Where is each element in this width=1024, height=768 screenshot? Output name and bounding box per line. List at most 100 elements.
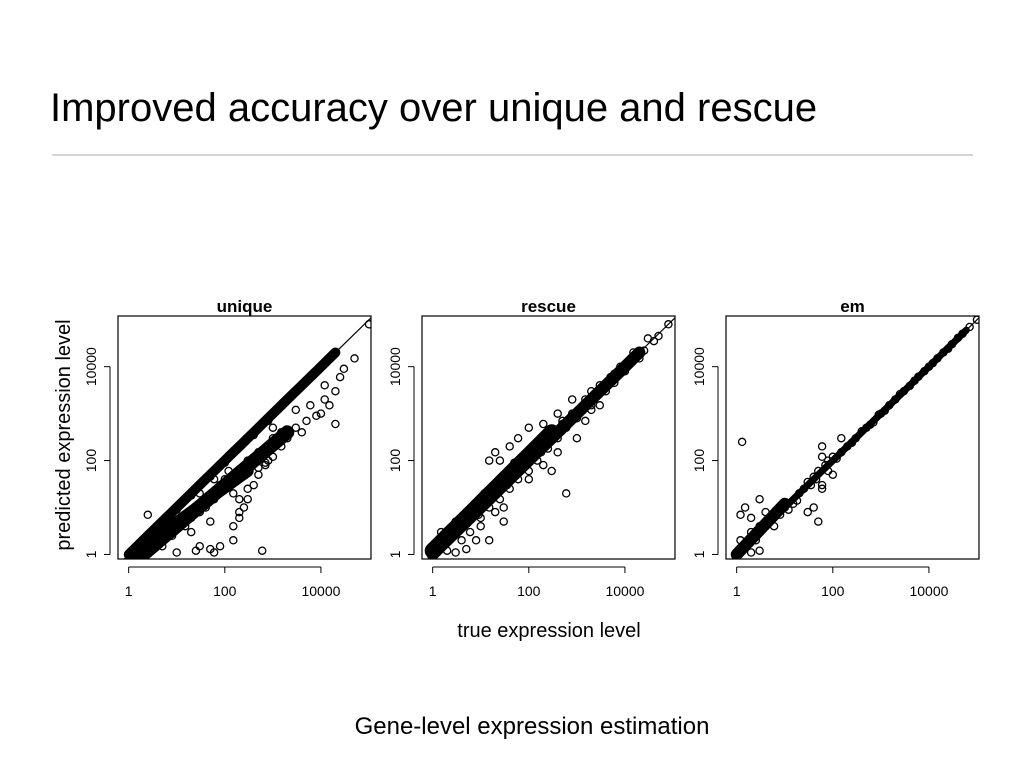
x-axis: 1 100 10000 bbox=[125, 566, 341, 599]
y-axis: 1 100 10000 bbox=[387, 347, 415, 558]
data-point bbox=[235, 494, 244, 504]
data-point bbox=[817, 442, 827, 451]
slide-caption: Gene-level expression estimation bbox=[354, 713, 710, 740]
data-point bbox=[746, 548, 756, 557]
plot-frame bbox=[421, 315, 676, 560]
data-point bbox=[499, 503, 508, 512]
data-point bbox=[495, 456, 505, 465]
data-point bbox=[828, 470, 838, 479]
x-axis: 1 100 10000 bbox=[429, 566, 645, 599]
y-axis-title: predicted expression level bbox=[53, 319, 75, 550]
data-point bbox=[316, 409, 326, 418]
data-point bbox=[746, 513, 756, 523]
data-point bbox=[331, 386, 340, 396]
data-point bbox=[229, 521, 238, 531]
data-point bbox=[462, 544, 471, 554]
data-point bbox=[186, 527, 196, 537]
data-points bbox=[123, 320, 371, 559]
data-point bbox=[261, 460, 270, 470]
panel-title: em bbox=[840, 297, 865, 316]
data-point bbox=[239, 503, 249, 512]
data-point bbox=[302, 416, 311, 426]
slide-title: Improved accuracy over unique and rescue bbox=[50, 86, 818, 130]
y-tick-label: 10000 bbox=[691, 347, 707, 386]
data-point bbox=[229, 536, 238, 545]
scatter-panel-rescue: rescue 1 100 10000 1 100 10000 bbox=[387, 297, 676, 599]
data-point bbox=[513, 433, 523, 443]
data-point bbox=[803, 507, 812, 517]
data-point bbox=[465, 527, 475, 537]
scatter-panel-em: em 1 100 10000 1 100 10000 bbox=[691, 297, 980, 599]
data-point bbox=[364, 320, 371, 329]
data-point bbox=[312, 411, 321, 421]
data-point bbox=[654, 331, 663, 341]
x-axis-title: true expression level bbox=[457, 620, 640, 642]
data-point bbox=[561, 489, 571, 498]
data-point bbox=[490, 448, 500, 457]
data-point bbox=[254, 470, 263, 479]
data-point bbox=[809, 503, 818, 512]
data-point bbox=[339, 364, 349, 374]
data-point bbox=[837, 433, 846, 443]
data-point bbox=[291, 405, 301, 415]
data-point bbox=[484, 456, 494, 465]
y-tick-label: 10000 bbox=[83, 347, 99, 386]
identity-line bbox=[427, 317, 675, 559]
identity-line bbox=[731, 317, 979, 559]
data-point bbox=[547, 466, 556, 476]
data-point bbox=[539, 419, 548, 429]
y-tick-label: 100 bbox=[387, 449, 403, 473]
data-point bbox=[581, 416, 590, 426]
data-point bbox=[457, 536, 466, 545]
data-point bbox=[505, 442, 514, 451]
x-tick-label: 10000 bbox=[301, 583, 340, 599]
data-point bbox=[451, 548, 460, 557]
data-point bbox=[737, 437, 747, 447]
data-point bbox=[572, 433, 582, 443]
data-point bbox=[195, 541, 204, 551]
data-point bbox=[755, 546, 764, 555]
data-point bbox=[235, 507, 244, 517]
x-tick-label: 10000 bbox=[605, 583, 644, 599]
data-point bbox=[595, 401, 605, 410]
x-tick-label: 100 bbox=[213, 583, 237, 599]
data-point bbox=[567, 395, 577, 404]
data-point bbox=[740, 503, 750, 512]
data-point bbox=[476, 521, 485, 531]
data-point bbox=[235, 513, 244, 523]
x-tick-label: 1 bbox=[429, 583, 437, 599]
plot-frame bbox=[725, 315, 980, 560]
data-point bbox=[249, 480, 258, 490]
y-tick-label: 1 bbox=[691, 550, 707, 558]
x-tick-label: 1 bbox=[125, 583, 133, 599]
dense-point-cloud bbox=[126, 465, 254, 559]
data-point bbox=[755, 494, 764, 504]
y-tick-label: 1 bbox=[387, 550, 403, 558]
scatter-panel-unique: unique 1 100 10000 1 100 10000 bbox=[83, 297, 372, 599]
data-point bbox=[471, 536, 481, 545]
y-tick-label: 100 bbox=[83, 449, 99, 473]
data-point bbox=[817, 480, 827, 490]
data-point bbox=[664, 320, 673, 329]
title-divider bbox=[52, 154, 973, 156]
data-point bbox=[243, 484, 252, 494]
data-point bbox=[817, 452, 827, 462]
data-point bbox=[524, 474, 534, 484]
data-point bbox=[553, 409, 562, 418]
data-point bbox=[490, 507, 500, 517]
data-point bbox=[206, 517, 215, 526]
data-point bbox=[325, 401, 334, 410]
y-tick-label: 100 bbox=[691, 449, 707, 473]
identity-line bbox=[123, 317, 371, 559]
y-tick-label: 10000 bbox=[387, 347, 403, 386]
data-point bbox=[350, 354, 359, 363]
x-axis: 1 100 10000 bbox=[733, 566, 949, 599]
data-point bbox=[143, 510, 153, 520]
data-point bbox=[539, 460, 548, 470]
data-point bbox=[297, 428, 307, 437]
x-tick-label: 100 bbox=[821, 583, 845, 599]
x-tick-label: 100 bbox=[517, 583, 541, 599]
panel-title: rescue bbox=[521, 297, 576, 316]
data-point bbox=[172, 548, 181, 557]
